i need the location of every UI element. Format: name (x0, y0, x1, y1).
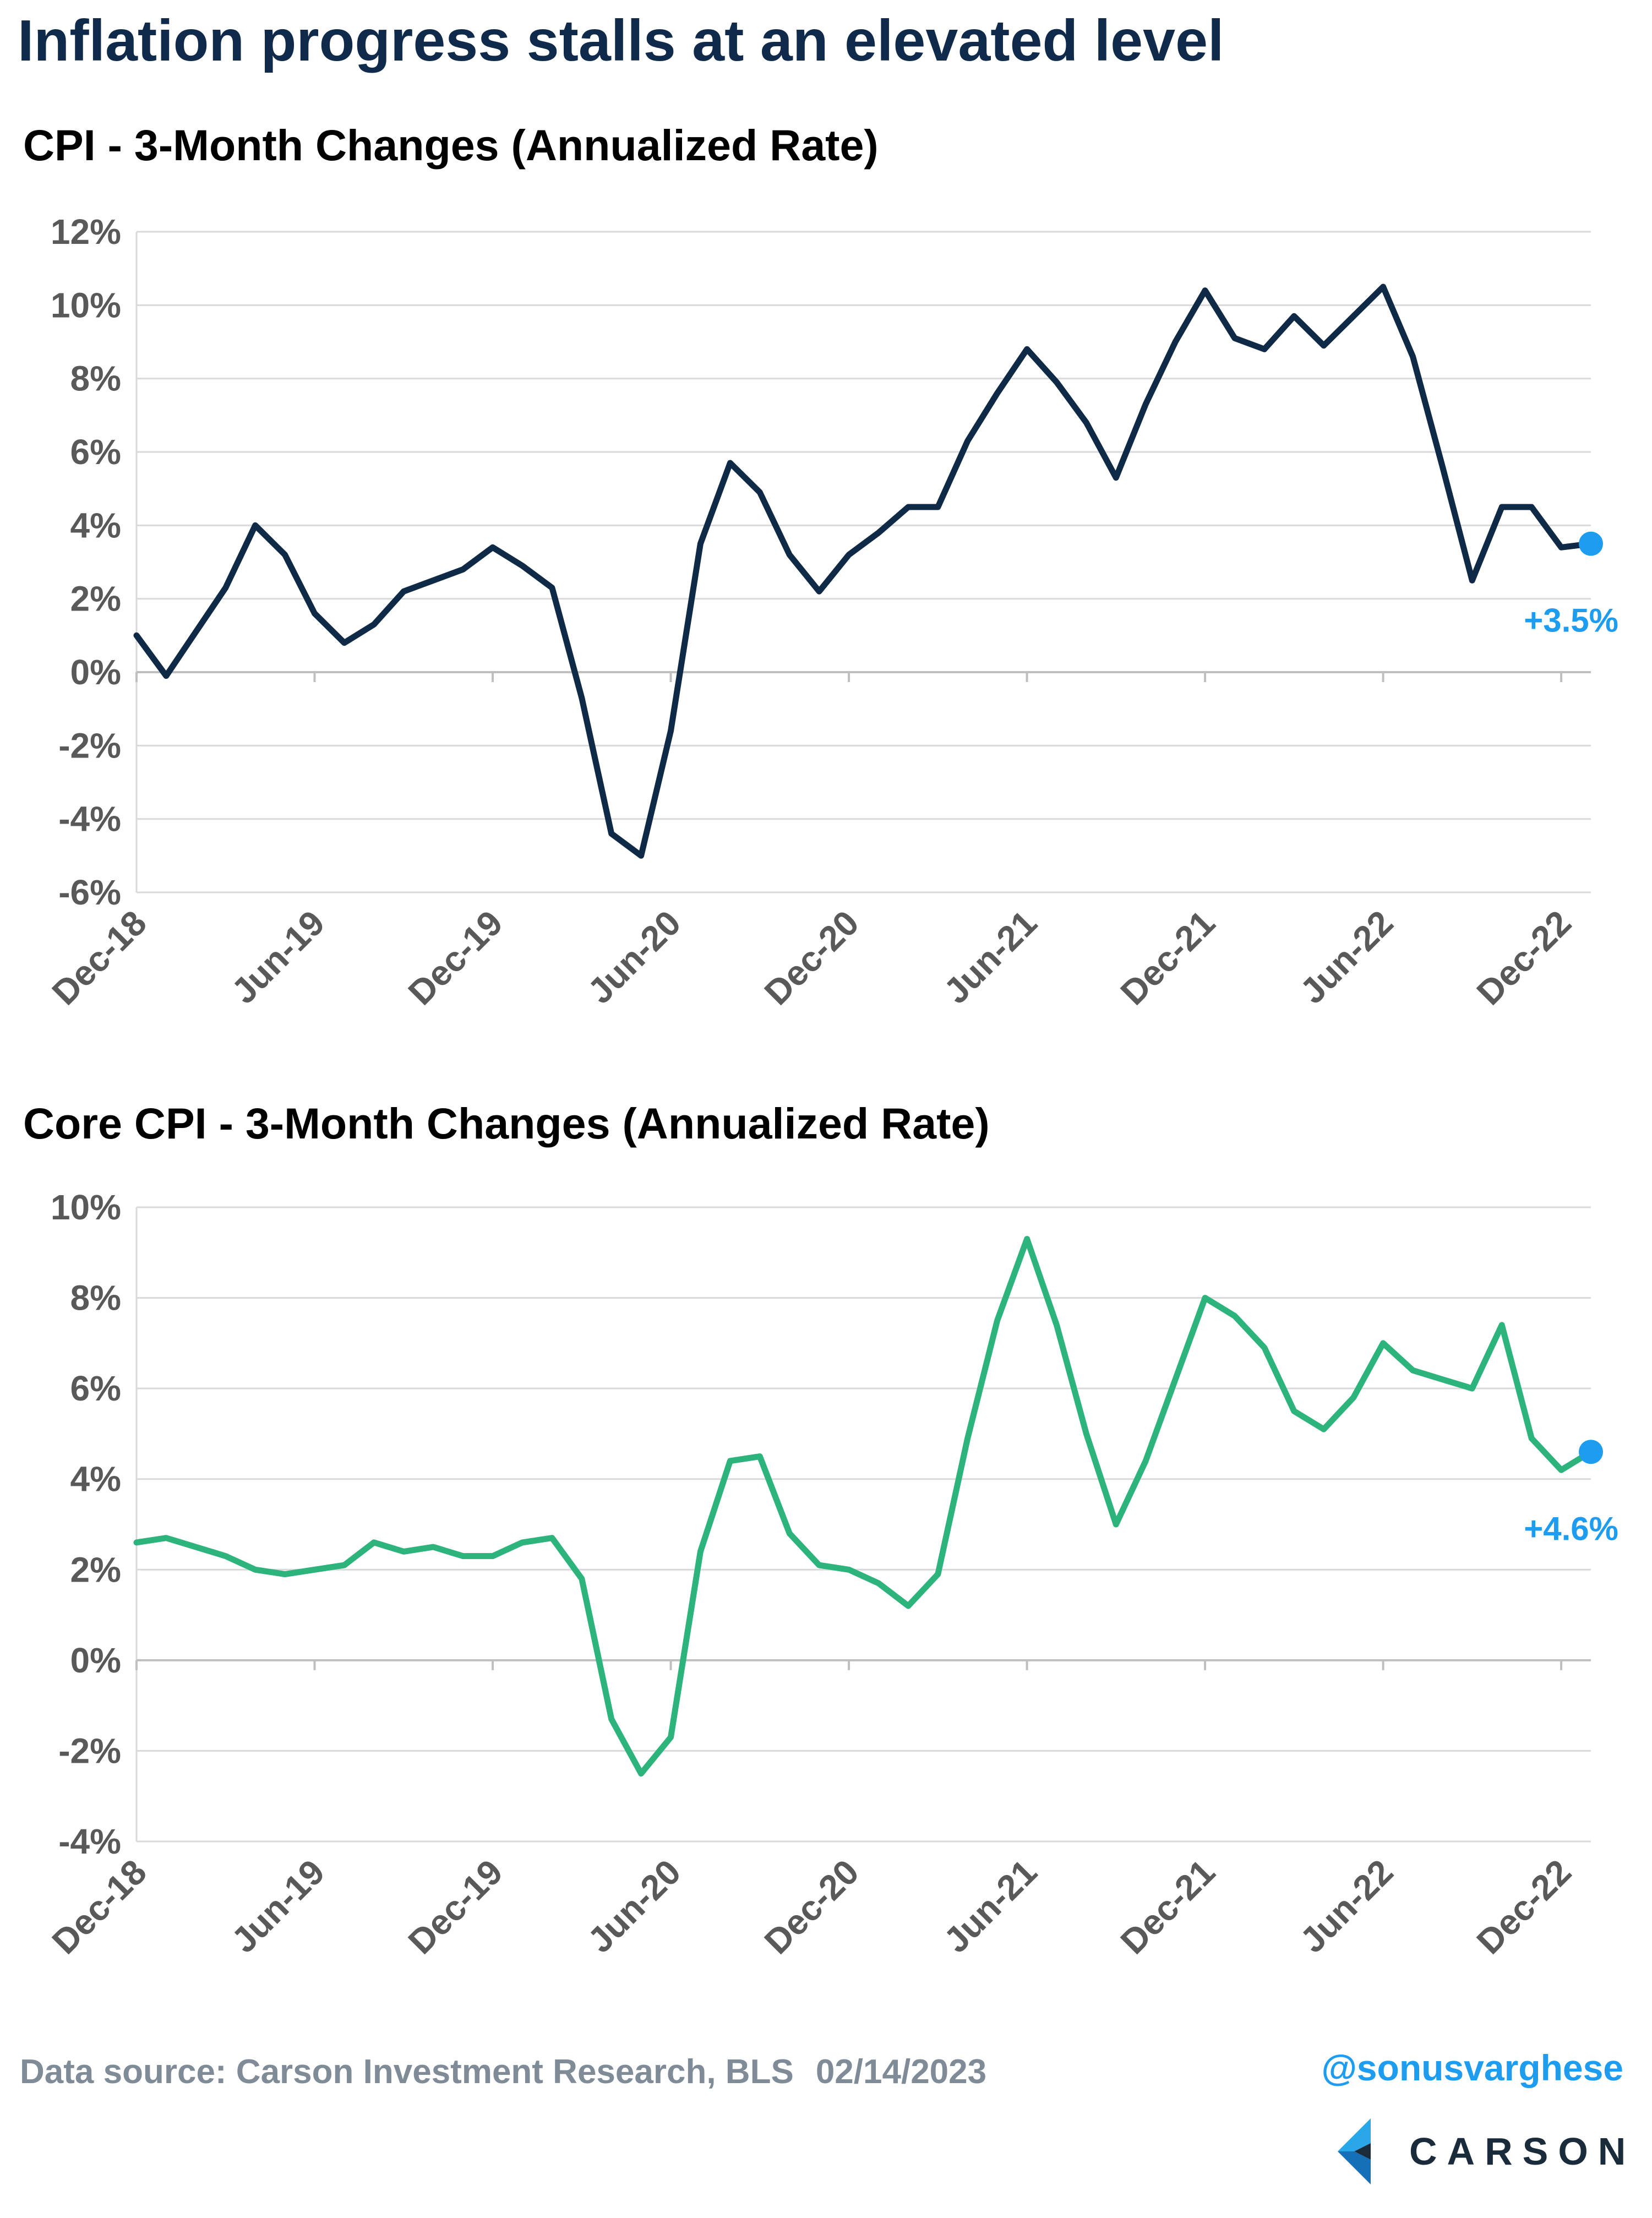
y-tick-label: 10% (51, 1187, 121, 1227)
series-line (133, 284, 1594, 859)
y-tick-label: 2% (70, 579, 122, 619)
x-tick-label: Jun-21 (936, 1852, 1045, 1960)
core-cpi-chart-title: Core CPI - 3-Month Changes (Annualized R… (23, 1099, 990, 1148)
x-tick-label: Dec-19 (401, 1852, 510, 1961)
x-tick-label: Dec-18 (45, 1852, 154, 1961)
end-point-marker (1579, 1440, 1603, 1464)
x-tick-label: Jun-22 (1293, 1852, 1401, 1960)
end-value-label: +4.6% (1524, 1510, 1618, 1547)
y-tick-label: -2% (58, 1731, 121, 1770)
page-title: Inflation progress stalls at an elevated… (18, 8, 1224, 73)
end-point-marker (1579, 531, 1603, 556)
y-tick-label: 2% (70, 1550, 122, 1589)
data-source-note: Data source: Carson Investment Research,… (20, 2052, 986, 2091)
y-tick-label: 0% (70, 1641, 122, 1680)
y-tick-label: 4% (70, 505, 122, 545)
data-source-date: 02/14/2023 (815, 2053, 987, 2091)
y-tick-label: 6% (70, 1369, 122, 1408)
y-tick-label: 8% (70, 1278, 122, 1318)
x-tick-label: Jun-20 (580, 1852, 689, 1960)
cpi-line-chart: -6%-4%-2%0%2%4%6%8%10%12%Dec-18 Jun-19 Dec… (45, 212, 1618, 1012)
data-source-text: Data source: Carson Investment Research,… (20, 2053, 794, 2091)
y-tick-label: 6% (70, 432, 122, 472)
y-tick-label: 4% (70, 1459, 122, 1499)
y-tick-label: 0% (70, 652, 122, 692)
y-tick-label: 8% (70, 359, 122, 399)
end-value-label: +3.5% (1524, 602, 1618, 639)
x-tick-label: Jun-19 (224, 1852, 332, 1960)
y-tick-label: 12% (51, 212, 121, 252)
y-tick-label: -4% (58, 799, 121, 839)
carson-logo-icon (1338, 2118, 1371, 2184)
cpi-chart-title: CPI - 3-Month Changes (Annualized Rate) (23, 121, 879, 170)
author-handle[interactable]: @sonusvarghese (1321, 2047, 1623, 2088)
carson-logo-text: CARSON (1409, 2130, 1636, 2173)
series-line (133, 1236, 1594, 1777)
y-tick-label: -2% (58, 726, 121, 765)
y-tick-label: 10% (51, 285, 121, 325)
y-tick-label: -6% (58, 873, 121, 912)
x-tick-label: Dec-20 (757, 1852, 866, 1961)
y-tick-label: -4% (58, 1822, 121, 1861)
core-cpi-line-chart: -4% -2% 0% 2% 4% 6% 8% 10% Dec-18 Jun-19 Dec-19 Jun… (45, 1187, 1618, 1961)
x-tick-label: Dec-22 (1469, 1852, 1579, 1961)
x-tick-label: Dec-21 (1113, 1852, 1223, 1961)
